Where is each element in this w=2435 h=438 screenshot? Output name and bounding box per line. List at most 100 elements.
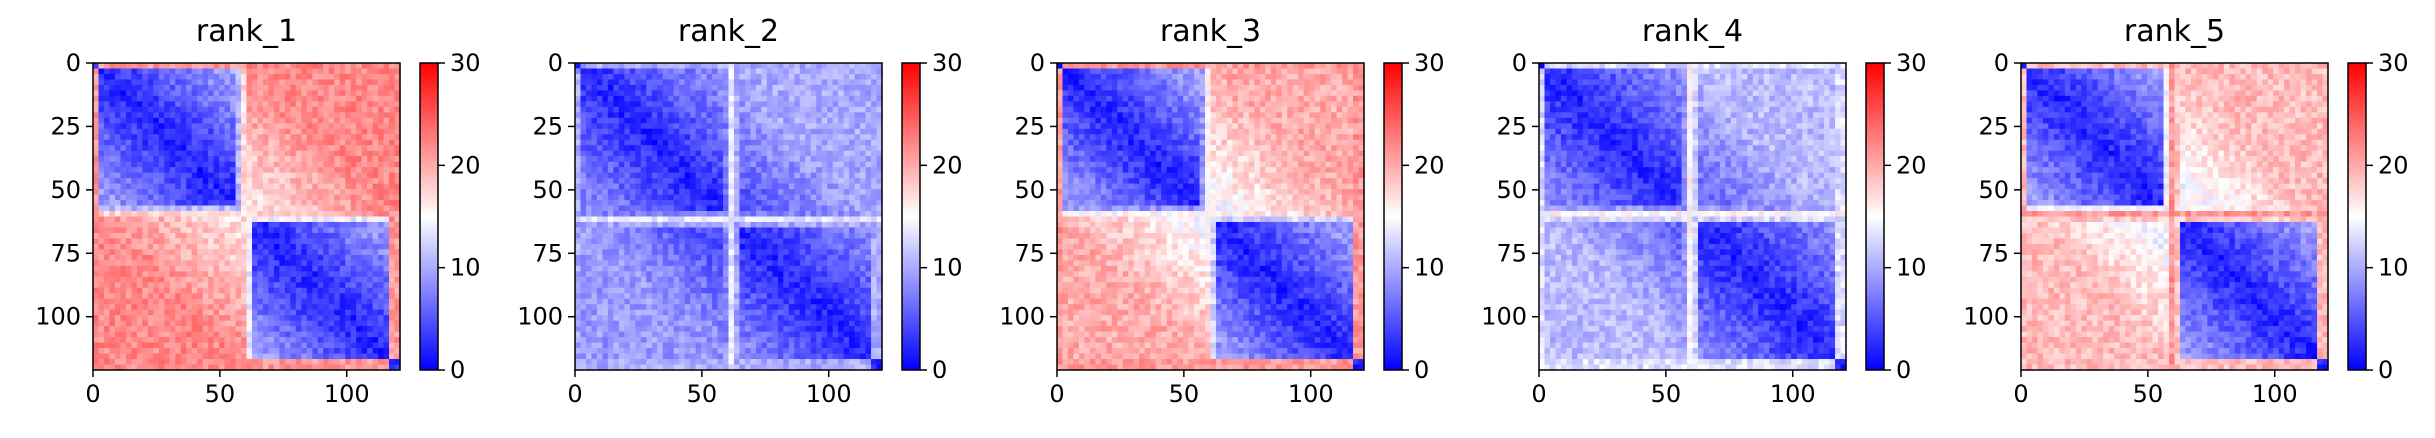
heatmap-cell [120,342,127,349]
heatmap-cell [202,282,209,289]
heatmap-cell [208,265,215,272]
heatmap-cell [262,265,270,272]
heatmap-cell [186,243,193,250]
heatmap-cell [695,101,702,108]
heatmap-cell [153,309,160,316]
heatmap-cell [262,183,270,190]
heatmap-cell [317,293,324,300]
heatmap-cell [367,254,374,261]
heatmap-cell [186,79,193,86]
heatmap-cell [701,84,708,92]
heatmap-cell [169,221,176,229]
heatmap-cell [147,260,154,267]
heatmap-cell [350,298,357,305]
heatmap-cell [383,353,390,360]
heatmap-cell [717,183,724,190]
heatmap-cell [772,145,779,152]
heatmap-cell [180,227,187,234]
heatmap-cell [103,254,111,261]
heatmap-cell [114,150,122,157]
heatmap-cell [750,63,757,70]
heatmap-cell [613,227,620,234]
heatmap-cell [367,265,374,272]
heatmap-cell [832,95,839,102]
heatmap-cell [120,134,127,141]
heatmap-cell [755,145,762,152]
heatmap-cell [591,194,598,201]
heatmap-cell [684,178,691,185]
heatmap-cell [131,84,138,92]
heatmap-cell [312,260,319,267]
heatmap-cell [246,84,253,92]
heatmap-cell [777,150,784,157]
heatmap-cell [345,183,352,190]
heatmap-cell [673,211,680,218]
heatmap-cell [273,167,280,174]
heatmap-cell [339,112,346,119]
heatmap-cell [295,161,302,168]
heatmap-cell [142,216,149,223]
heatmap-cell [345,271,352,278]
heatmap-cell [235,79,242,86]
heatmap-cell [295,183,302,190]
heatmap-cell [750,79,757,86]
heatmap-cell [367,238,374,245]
heatmap-cell [257,123,264,130]
heatmap-cell [268,145,275,152]
heatmap-cell [131,90,138,97]
heatmap-cell [284,331,291,338]
heatmap-cell [164,200,171,207]
heatmap-cell [290,79,297,86]
heatmap-cell [679,156,686,163]
heatmap-cell [816,90,823,97]
heatmap-cell [618,200,625,207]
heatmap-cell [662,73,669,81]
heatmap-cell [186,84,193,92]
heatmap-cell [164,79,171,86]
heatmap-cell [147,101,154,108]
heatmap-cell [169,271,176,278]
heatmap-cell [301,331,308,338]
heatmap-cell [706,200,713,207]
heatmap-cell [378,194,385,201]
heatmap-cell [575,123,582,130]
heatmap-cell [158,337,165,344]
heatmap-cell [635,150,642,157]
heatmap-cell [175,265,182,272]
heatmap-cell [334,315,341,322]
heatmap-cell [241,287,248,294]
heatmap-cell [301,216,308,223]
heatmap-cell [394,304,401,311]
heatmap-cell [191,189,198,196]
heatmap-cell [361,353,368,360]
heatmap-cell [591,238,598,245]
heatmap-cell [761,90,768,97]
heatmap-cell [175,254,182,261]
heatmap-cell [602,194,609,201]
heatmap-cell [733,128,741,135]
heatmap-cell [684,232,691,240]
heatmap-cell [657,221,664,229]
heatmap-cell [640,232,647,240]
heatmap-cell [328,79,335,86]
heatmap-cell [783,161,790,168]
heatmap-cell [367,331,374,338]
heatmap-cell [706,161,713,168]
heatmap-cell [251,68,259,75]
heatmap-cell [575,73,582,81]
x-tick-label: 100 [324,380,370,408]
heatmap-cell [251,342,259,349]
heatmap-cell [805,73,812,81]
heatmap-cell [208,101,215,108]
heatmap-cell [241,194,248,201]
heatmap-cell [668,211,675,218]
heatmap-cell [158,238,165,245]
heatmap-cell [618,205,625,212]
heatmap-cell [378,227,385,234]
heatmap-cell [646,73,653,81]
heatmap-cell [876,205,883,212]
heatmap-cell [383,90,390,97]
heatmap-cell [816,117,823,124]
heatmap-cell [164,353,171,360]
heatmap-cell [629,227,636,234]
